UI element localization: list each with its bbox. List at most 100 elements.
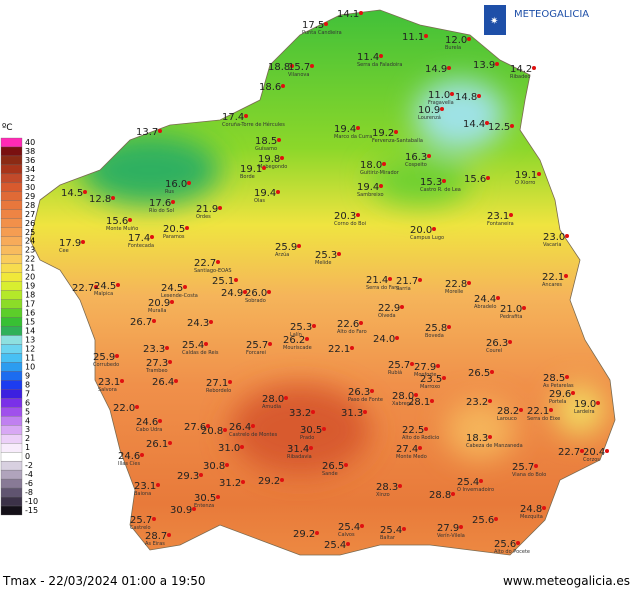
station-value: 25.6 [472,515,494,526]
legend-label: 0 [25,452,30,461]
station-value: 25.4 [182,340,204,351]
legend-label: 3 [25,425,30,434]
station-name: Abradelo [474,304,496,310]
legend-label: 36 [25,156,35,165]
station-dot [192,507,196,511]
station-value: 15.7 [288,62,310,73]
station-dot [442,179,446,183]
legend-swatch [0,290,23,300]
station-dot [83,190,87,194]
legend-swatch [0,452,23,462]
station-name: Paramos [163,234,185,240]
station-dot [580,449,584,453]
station-value: 23.5 [420,374,442,385]
station-name: Mezquita [520,514,543,520]
station-dot [424,34,428,38]
station-name: Lourenzá [418,114,441,121]
station: 26.5 [468,368,494,379]
station-dot [508,340,512,344]
station-value: 28.0 [262,394,284,405]
legend-label: 24 [25,237,35,246]
station-dot [486,176,490,180]
station-value: 14.1 [337,9,359,20]
station-dot [241,480,245,484]
station-name: Cospeito [405,162,427,168]
legend-label: 30 [25,183,35,192]
legend-swatch [0,281,23,291]
station-name: Pedrafita [500,314,522,320]
station-dot [262,166,266,170]
station: 24.9 [221,288,247,299]
legend-swatch [0,272,23,282]
station-dot [183,285,187,289]
station-dot [436,364,440,368]
station-dot [315,531,319,535]
legend-swatch [0,398,23,408]
station-value: 20.4 [583,447,605,458]
station-dot [479,479,483,483]
station-name: Rus [165,189,174,195]
station-value: 13.7 [136,127,158,138]
station-dot [418,278,422,282]
station: 30.9 [170,505,196,516]
legend-swatch [0,236,23,246]
station-name: Vilanova [288,72,309,78]
station-dot [140,453,144,457]
station-name: Olveda [378,313,396,319]
station-value: 25.4 [338,522,360,533]
station-dot [244,114,248,118]
station-dot [395,336,399,340]
legend-swatch [0,164,23,175]
station-dot [379,54,383,58]
legend-swatch [0,173,23,184]
station-value: 25.3 [315,250,337,261]
legend-swatch [0,200,23,210]
station-name: Xinzo [376,492,390,498]
station-name: Cee [59,248,69,254]
legend-swatch [0,317,23,327]
station-dot [424,427,428,431]
station-value: 28.5 [543,373,565,384]
station-name: Baiona [134,491,151,497]
station-dot [350,346,354,350]
station-name: Punta Candieira [302,30,342,36]
station-value: 17.4 [128,233,150,244]
legend-label: -15 [25,506,38,515]
legend-label: 28 [25,201,35,210]
station-dot [477,94,481,98]
station-value: 31.4 [287,444,309,455]
station-dot [485,121,489,125]
station-dot [128,218,132,222]
station-name: Olas [254,198,265,204]
station-value: 30.5 [300,425,322,436]
station-value: 15.6 [464,174,486,185]
station-dot [234,278,238,282]
station-value: 24.0 [373,334,395,345]
station-name: Sarria [396,286,411,292]
station-value: 12.5 [488,122,510,133]
legend-label: 34 [25,165,35,174]
station-value: 25.7 [246,340,268,351]
station-value: 27.9 [437,523,459,534]
station-value: 26.5 [468,368,490,379]
station: 14.8 [455,92,481,103]
legend-label: 22 [25,255,35,264]
